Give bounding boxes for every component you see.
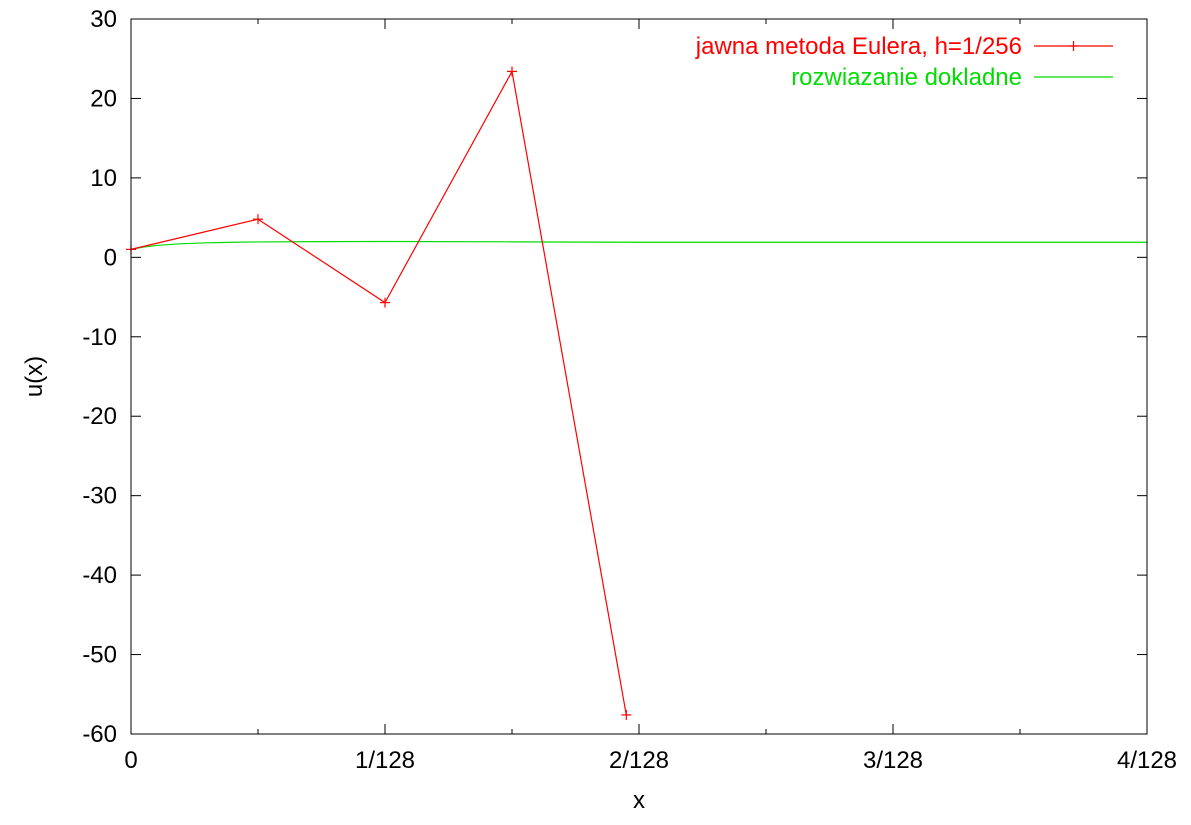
label-layer: 30 20 10 0 -10 -20 -30 -40 -50 -60 0 1/128 2/128 3/12… — [82, 6, 1177, 774]
series-line-exact — [130, 240, 1147, 250]
data-point-euler — [380, 297, 390, 308]
y-tick-label: 20 — [90, 85, 117, 112]
legend-marker-euler — [1068, 41, 1079, 51]
y-tick-label: 30 — [90, 6, 117, 33]
x-axis-title: x — [633, 787, 645, 814]
data-point-euler — [253, 214, 263, 225]
y-tick-label: 10 — [90, 165, 117, 192]
y-tick-label: -20 — [82, 403, 117, 430]
y-tick-label: -50 — [82, 642, 117, 669]
x-tick-label: 1/128 — [355, 747, 415, 774]
y-tick-label: -60 — [82, 721, 117, 748]
legend-plus-icon — [1068, 41, 1079, 51]
x-tick-label: 2/128 — [609, 747, 669, 774]
y-tick-label: -30 — [82, 483, 117, 510]
legend-label-euler: jawna metoda Eulera, h=1/256 — [695, 33, 1022, 60]
x-tick-label: 4/128 — [1117, 747, 1177, 774]
series-line-euler — [130, 70, 627, 716]
data-point-euler — [621, 709, 632, 720]
y-tick-label: -40 — [82, 562, 117, 589]
x-tick-label: 0 — [124, 747, 137, 774]
data-point-euler — [507, 66, 517, 77]
legend-label-exact: rozwiazanie dokladne — [791, 64, 1022, 91]
tick-layer — [130, 18, 1148, 735]
plot-layer — [126, 66, 1147, 720]
legend: jawna metoda Eulera, h=1/256 rozwiazanie… — [695, 33, 1113, 91]
plot-frame — [130, 18, 1148, 735]
x-tick-label: 3/128 — [863, 747, 923, 774]
y-axis-title: u(x) — [21, 356, 48, 397]
y-tick-label: -10 — [82, 324, 117, 351]
y-tick-label: 0 — [104, 244, 117, 271]
